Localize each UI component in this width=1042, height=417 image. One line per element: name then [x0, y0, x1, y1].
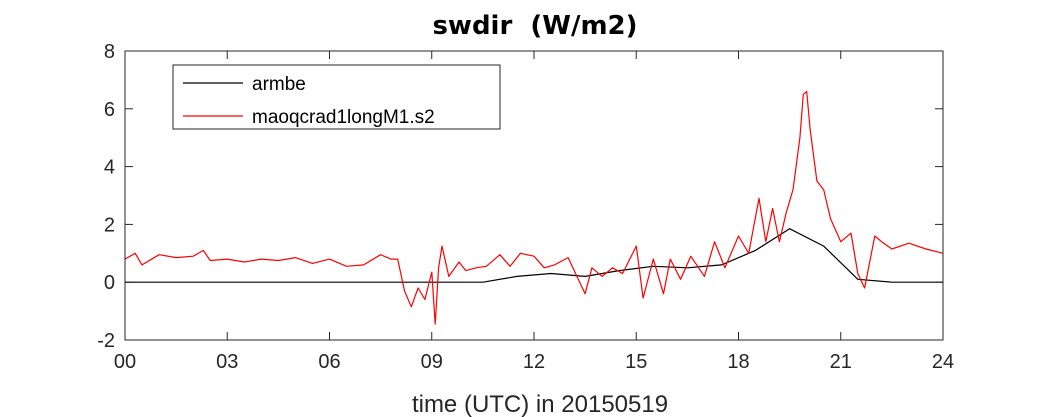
y-tick-label: 4 — [104, 157, 115, 179]
y-tick-label: 6 — [104, 99, 115, 121]
y-tick-label: -2 — [97, 330, 115, 352]
x-tick-label: 06 — [318, 351, 340, 373]
legend: armbe maoqcrad1longM1.s2 — [172, 64, 501, 130]
series-line-1 — [124, 90, 944, 325]
x-tick-label: 03 — [216, 351, 238, 373]
plot-area — [124, 90, 944, 325]
y-tick-label: 0 — [104, 272, 115, 294]
legend-label-armbe: armbe — [252, 74, 306, 95]
x-tick-label: 00 — [114, 351, 136, 373]
x-axis-label: time (UTC) in 20150519 — [412, 391, 668, 417]
series-line-0 — [125, 228, 943, 283]
chart-title: swdir (W/m2) — [432, 11, 637, 41]
x-tick-label: 21 — [830, 351, 852, 373]
x-tick-label: 18 — [727, 351, 749, 373]
y-tick-label: 8 — [104, 41, 115, 63]
x-tick-label: 15 — [625, 351, 647, 373]
x-tick-label: 09 — [421, 351, 443, 373]
y-tick-label: 2 — [104, 214, 115, 236]
x-tick-label: 24 — [932, 351, 954, 373]
x-tick-label: 12 — [523, 351, 545, 373]
legend-label-maoqcrad: maoqcrad1longM1.s2 — [252, 107, 435, 128]
legend-box — [172, 64, 501, 130]
